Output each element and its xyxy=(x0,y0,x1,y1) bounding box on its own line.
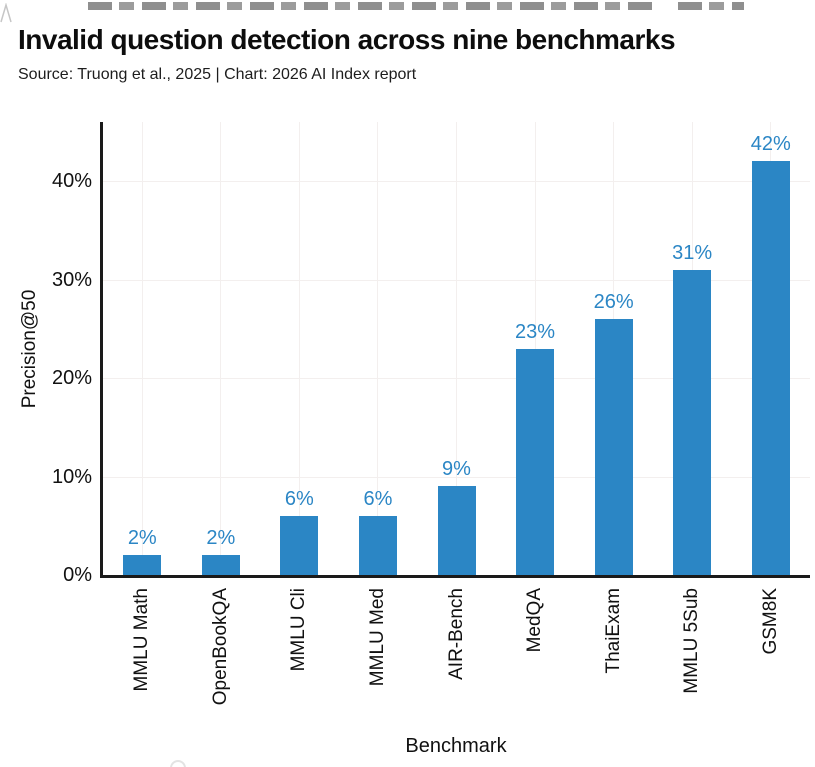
cropped-glyph xyxy=(0,3,12,23)
bar-value-label: 42% xyxy=(750,133,791,156)
bar-mmlu-math xyxy=(123,555,162,575)
cropped-text-remnant xyxy=(678,2,744,10)
x-tick-label: GSM8K xyxy=(759,588,781,655)
x-axis-title: Benchmark xyxy=(405,735,507,757)
y-axis-title: Precision@50 xyxy=(19,289,40,409)
bar-mmlu-5sub xyxy=(673,269,712,575)
x-tick-label: MMLU Med xyxy=(366,588,388,687)
x-tick-label: MMLU Cli xyxy=(288,588,310,672)
x-tick-label: AIR-Bench xyxy=(445,588,467,680)
bar-mmlu-cli xyxy=(280,515,319,575)
gridline-vertical xyxy=(456,122,457,575)
bar-value-label: 26% xyxy=(593,290,634,313)
bar-value-label: 23% xyxy=(515,320,556,343)
y-tick-label: 30% xyxy=(51,268,92,291)
bar-value-label: 31% xyxy=(672,241,713,264)
bar-value-label: 6% xyxy=(284,487,314,510)
gridline-vertical xyxy=(220,122,222,575)
bar-air-bench xyxy=(437,486,476,575)
chart-source: Source: Truong et al., 2025 | Chart: 202… xyxy=(18,66,417,83)
gridline-vertical xyxy=(141,122,143,575)
x-tick-label: OpenBookQA xyxy=(209,588,231,706)
chart-title: Invalid question detection across nine b… xyxy=(18,24,676,55)
gridline-vertical xyxy=(377,122,379,575)
bar-value-label: 9% xyxy=(442,458,471,481)
x-tick-label: MMLU 5Sub xyxy=(681,588,703,694)
bar-value-label: 2% xyxy=(206,527,236,550)
bar-thaiexam xyxy=(594,318,633,575)
x-tick-label: MMLU Math xyxy=(131,588,153,692)
y-tick-label: 40% xyxy=(51,170,92,193)
y-tick-label: 20% xyxy=(51,367,92,390)
bar-openbookqa xyxy=(201,555,240,575)
cropped-circle-remnant xyxy=(170,760,186,767)
bar-value-label: 2% xyxy=(127,527,157,550)
bar-value-label: 6% xyxy=(363,487,393,510)
y-tick-label: 0% xyxy=(63,564,92,586)
bar-mmlu-med xyxy=(358,515,397,575)
gridline-vertical xyxy=(298,122,300,575)
x-tick-label: MedQA xyxy=(524,588,546,653)
cropped-text-remnant xyxy=(88,2,653,10)
y-tick-label: 10% xyxy=(51,465,92,488)
x-tick-label: ThaiExam xyxy=(602,588,624,674)
bar-medqa xyxy=(516,348,555,575)
bar-gsm8k xyxy=(751,161,790,575)
